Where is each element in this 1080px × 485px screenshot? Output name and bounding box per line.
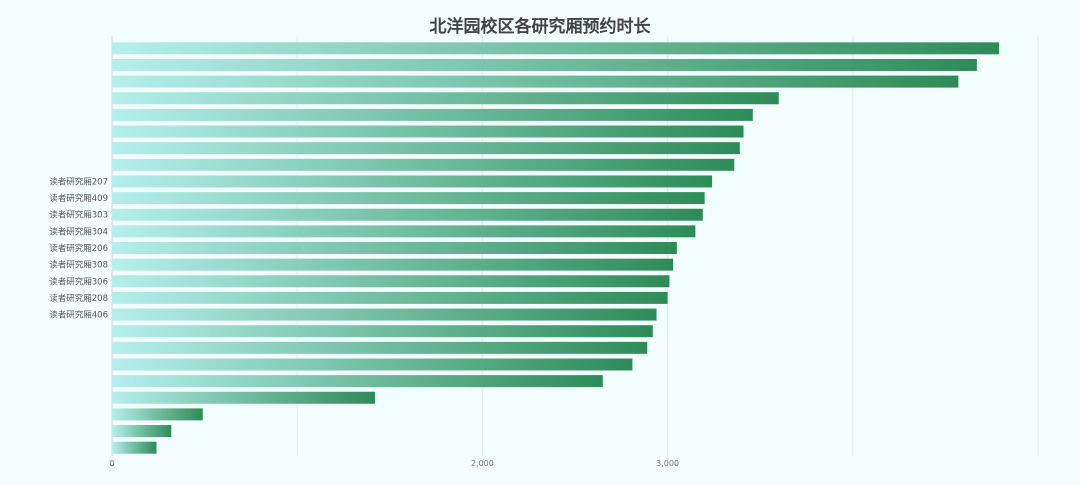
category-label: 读者研究厢406: [49, 310, 108, 321]
bar[interactable]: [112, 125, 744, 138]
bar[interactable]: [112, 108, 753, 121]
bar[interactable]: [112, 242, 677, 254]
bar[interactable]: [112, 408, 203, 421]
x-tick-label: 3,000: [656, 459, 679, 468]
bar[interactable]: [112, 441, 157, 454]
category-label: 读者研究厢409: [49, 193, 108, 204]
bar[interactable]: [112, 258, 674, 271]
category-label: 读者研究厢304: [49, 226, 108, 237]
bar[interactable]: [112, 92, 779, 105]
bar[interactable]: [112, 291, 668, 304]
bar[interactable]: [112, 425, 172, 438]
bar[interactable]: [112, 42, 1000, 55]
chart-title: 北洋园校区各研究厢预约时长: [429, 17, 651, 37]
bar[interactable]: [112, 175, 713, 188]
bar[interactable]: [112, 308, 657, 321]
bar[interactable]: [112, 142, 740, 155]
category-label: 读者研究厢206: [49, 243, 108, 254]
bar[interactable]: [112, 375, 603, 388]
category-label: 读者研究厢208: [49, 293, 108, 304]
bar[interactable]: [112, 341, 648, 354]
bar[interactable]: [112, 192, 705, 205]
bar[interactable]: [112, 75, 959, 88]
x-tick-label: 0: [109, 459, 114, 468]
x-tick-label: 2,000: [471, 459, 494, 468]
bar[interactable]: [112, 208, 703, 221]
bar[interactable]: [112, 358, 633, 371]
category-label: 读者研究厢207: [49, 176, 108, 187]
bar[interactable]: [112, 325, 653, 338]
category-label: 读者研究厢306: [49, 276, 108, 287]
bar[interactable]: [112, 58, 977, 71]
bar[interactable]: [112, 391, 375, 404]
bar[interactable]: [112, 225, 696, 238]
category-label: 读者研究厢303: [49, 210, 108, 221]
bar[interactable]: [112, 158, 735, 171]
category-label: 读者研究厢308: [49, 260, 108, 271]
bar[interactable]: [112, 275, 670, 288]
